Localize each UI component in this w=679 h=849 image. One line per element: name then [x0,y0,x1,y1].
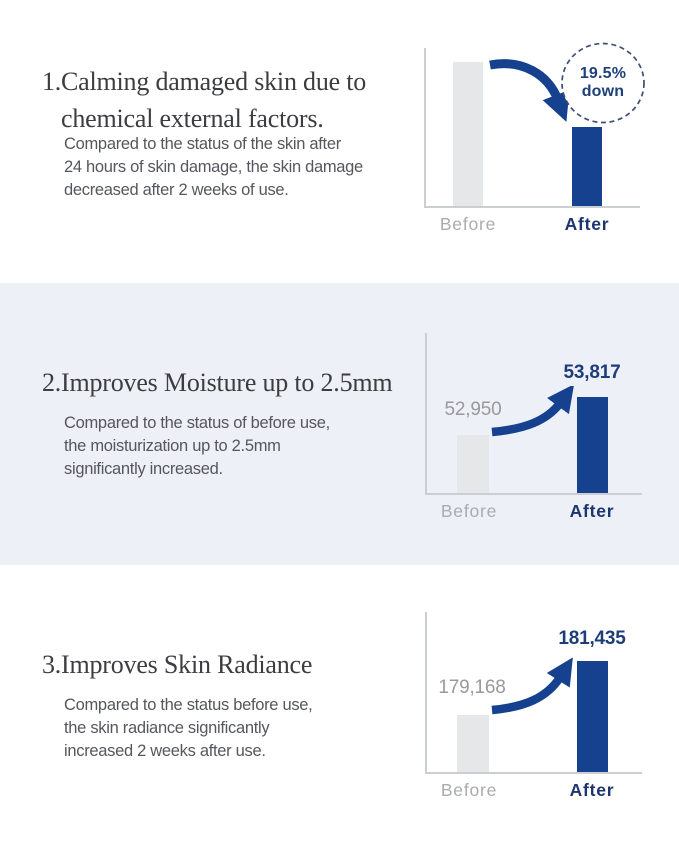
chart3-x-axis [425,772,642,774]
section2-description: Compared to the status of before use, th… [64,414,330,478]
section3-number: 3. [42,650,62,679]
section2-title: 2. Improves Moisture up to 2.5mm [42,364,442,401]
chart2-before-label: Before [440,501,498,521]
section2-background [0,283,679,565]
chart1-y-axis [424,48,426,207]
chart3-before-value: 179,168 [438,677,506,698]
chart3-before-label: Before [440,780,498,800]
chart3-y-axis [425,612,427,773]
trend-up-arrow-icon [491,657,573,715]
chart3-after-bar [577,661,608,772]
section2-number: 2. [42,368,62,397]
chart2-y-axis [425,333,427,494]
chart1-after-label: After [564,214,610,234]
trend-down-arrow-icon [489,59,570,122]
chart2-before-value: 52,950 [444,399,502,420]
percent-down-badge: 19.5% down [560,42,646,124]
section3-title-text: Improves Skin Radiance [61,650,313,679]
chart2-after-value: 53,817 [563,362,621,383]
dashed-circle-icon [561,42,645,124]
section3-title: 3. Improves Skin Radiance [42,646,402,683]
section1-number: 1. [42,67,62,96]
chart1-after-bar [572,127,602,206]
chart3-before-bar [457,715,489,772]
chart2-x-axis [425,493,642,495]
section2-title-text: Improves Moisture up to 2.5mm [61,368,393,397]
section1-title-text: Calming damaged skin due to chemical ext… [61,67,367,133]
chart2-after-label: After [569,501,615,521]
chart2-after-bar [577,397,608,493]
trend-up-arrow-icon [491,386,575,437]
section3-description: Compared to the status before use, the s… [64,696,313,760]
chart2-before-bar [457,435,489,493]
chart1-x-axis [424,206,640,208]
section1-description: Compared to the status of the skin after… [64,135,363,199]
section1-title: 1. Calming damaged skin due to chemical … [42,63,402,137]
chart1-before-label: Before [439,214,497,234]
percent-down-text: 19.5% down [579,65,627,100]
chart3-after-value: 181,435 [558,628,626,649]
chart1-before-bar [453,62,483,206]
chart3-after-label: After [569,780,615,800]
